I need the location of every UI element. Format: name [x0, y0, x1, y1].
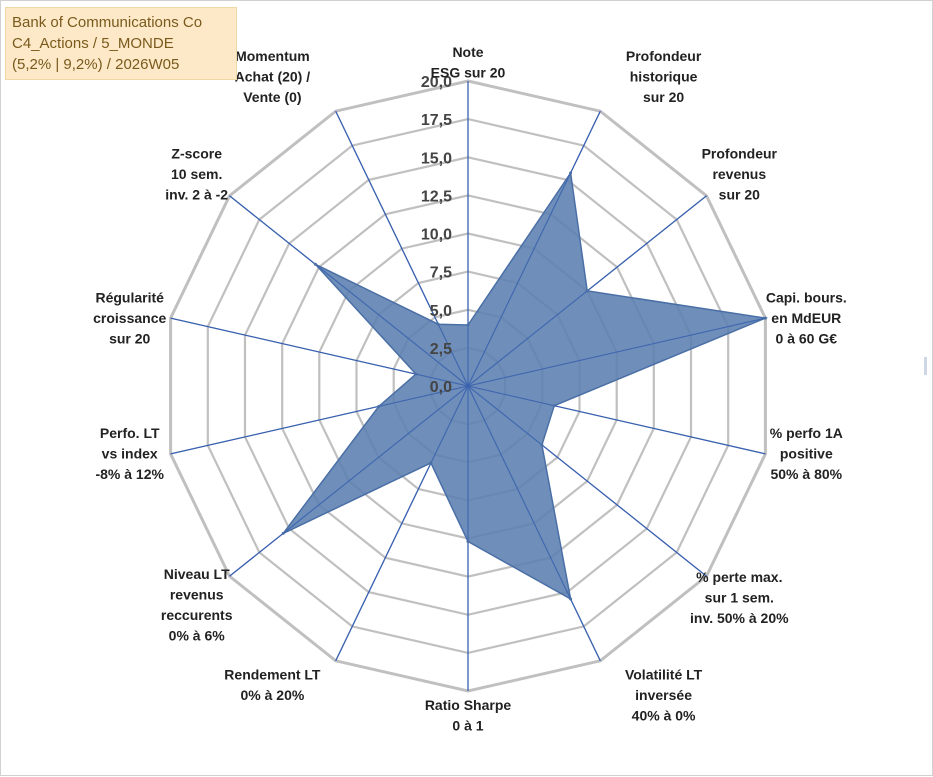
axis-label-line: Ratio Sharpe — [425, 697, 512, 713]
axis-label-line: 0 à 60 G€ — [776, 330, 838, 346]
axis-label-line: 0% à 6% — [169, 627, 226, 643]
tick-label: 15,0 — [421, 150, 452, 167]
axis-label-line: croissance — [93, 310, 166, 326]
axis-label: Rendement LT 0% à 20% — [224, 666, 321, 703]
axis-label-line: -8% à 12% — [95, 466, 164, 482]
axis-label: Régularité croissance sur 20 — [93, 289, 166, 346]
axis-label-line: Volatilité LT — [625, 666, 703, 682]
axis-spoke-overlay — [229, 385, 469, 577]
axis-label-line: inv. 2 à -2 — [165, 187, 228, 203]
tick-label: 10,0 — [421, 227, 452, 244]
axis-label: Z-score 10 sem. inv. 2 à -2 — [165, 146, 228, 203]
axis-label-line: 40% à 0% — [632, 707, 696, 723]
data-point — [436, 322, 440, 326]
axis-label-line: 0 à 1 — [452, 718, 483, 734]
axis-label: Profondeur revenus sur 20 — [702, 146, 778, 203]
data-point — [569, 171, 573, 175]
axis-label-line: Profondeur — [626, 48, 702, 64]
axis-label: Momentum Achat (20) / Vente (0) — [235, 48, 311, 105]
axis-label-line: 10 sem. — [171, 166, 222, 182]
data-point — [466, 540, 470, 543]
axis-label-layer: Note ESG sur 20 Profondeur historique sur 20… — [93, 44, 847, 734]
legend-performance: (5,2% | 9,2%) / 2026W05 — [12, 56, 180, 73]
tick-label: 2,5 — [430, 341, 452, 358]
axis-label-line: Capi. bours. — [766, 289, 847, 305]
axis-label-line: revenus — [170, 586, 224, 602]
axis-label-line: Z-score — [171, 146, 222, 162]
axis-label-line: Régularité — [95, 289, 164, 305]
axis-label-line: Momentum — [235, 48, 310, 64]
data-point — [540, 443, 544, 447]
data-point — [281, 531, 285, 535]
data-point — [763, 316, 767, 320]
axis-label: % perte max. sur 1 sem. inv. 50% à 20% — [690, 569, 789, 626]
axis-label: Capi. bours. en MdEUR 0 à 60 G€ — [766, 289, 847, 346]
axis-label-line: sur 20 — [719, 187, 760, 203]
axis-label-line: inversée — [635, 687, 692, 703]
axis-label-line: Vente (0) — [243, 89, 301, 105]
data-point — [377, 404, 381, 408]
legend-box: Bank of Communications Co C4_Actions / 5… — [5, 7, 237, 80]
axis-label: % perfo 1A positive 50% à 80% — [770, 425, 843, 482]
axis-spoke-overlay — [170, 385, 469, 455]
tick-label: 5,0 — [430, 303, 452, 320]
axis-label-line: Rendement LT — [224, 666, 321, 682]
tick-label: 17,5 — [421, 112, 452, 129]
legend-category: C4_Actions / 5_MONDE — [12, 35, 174, 52]
axis-spoke-overlay — [467, 385, 707, 577]
axis-label-line: inv. 50% à 20% — [690, 610, 789, 626]
scrollbar-thumb[interactable] — [924, 357, 927, 375]
axis-label-line: Niveau LT — [164, 566, 230, 582]
data-point — [569, 597, 573, 601]
axis-label: Ratio Sharpe 0 à 1 — [425, 697, 512, 734]
tick-label: 0,0 — [430, 379, 452, 396]
data-point — [466, 323, 470, 327]
tick-label: 7,5 — [430, 265, 452, 282]
axis-spoke-overlay — [229, 195, 469, 387]
axis-label: Niveau LT revenus reccurents 0% à 6% — [161, 566, 233, 644]
axis-label: Perfo. LT vs index -8% à 12% — [95, 425, 164, 482]
axis-label-line: Perfo. LT — [100, 425, 160, 441]
axis-label: Note ESG sur 20 — [431, 44, 506, 81]
axis-label-line: % perfo 1A — [770, 425, 843, 441]
axis-spoke-overlay — [467, 110, 601, 387]
axis-label-line: Note — [452, 44, 483, 60]
axis-spoke-overlay — [467, 385, 601, 662]
axis-spoke-overlay — [335, 110, 469, 387]
axis-spoke-overlay — [467, 317, 766, 387]
axis-label-line: historique — [630, 69, 698, 85]
vertical-scrollbar[interactable] — [918, 1, 932, 775]
axis-label-line: en MdEUR — [771, 310, 841, 326]
tick-label-layer: 0,0 2,5 5,0 7,5 10,0 12,5 15,0 17,5 20,0 — [421, 74, 452, 396]
tick-label: 12,5 — [421, 188, 452, 205]
axis-label: Profondeur historique sur 20 — [626, 48, 702, 105]
axis-spoke-overlay — [335, 385, 469, 662]
axis-label-line: sur 20 — [643, 89, 684, 105]
data-point — [429, 461, 433, 465]
axis-label: Volatilité LT inversée 40% à 0% — [625, 666, 703, 723]
axis-label-line: Achat (20) / — [235, 69, 311, 85]
data-point — [414, 372, 418, 376]
legend-company-name: Bank of Communications Co — [12, 14, 203, 31]
axis-label-line: positive — [780, 446, 833, 462]
axis-label-line: 0% à 20% — [240, 687, 304, 703]
axis-label-line: % perte max. — [696, 569, 782, 585]
data-point — [313, 262, 317, 266]
axis-label-line: 50% à 80% — [770, 466, 842, 482]
series-layer — [170, 81, 769, 691]
axis-spoke-overlay — [170, 317, 469, 387]
axis-label-line: revenus — [712, 166, 766, 182]
data-point — [585, 289, 589, 293]
axis-label-line: sur 20 — [109, 330, 150, 346]
data-point — [552, 404, 556, 408]
axis-label-line: sur 1 sem. — [705, 589, 774, 605]
axis-spoke-overlay — [467, 385, 766, 455]
axis-label-line: vs index — [102, 446, 158, 462]
axis-label-line: ESG sur 20 — [431, 65, 506, 81]
axis-label-line: Profondeur — [702, 146, 778, 162]
tick-label: 20,0 — [421, 74, 452, 91]
axis-label-line: reccurents — [161, 607, 233, 623]
